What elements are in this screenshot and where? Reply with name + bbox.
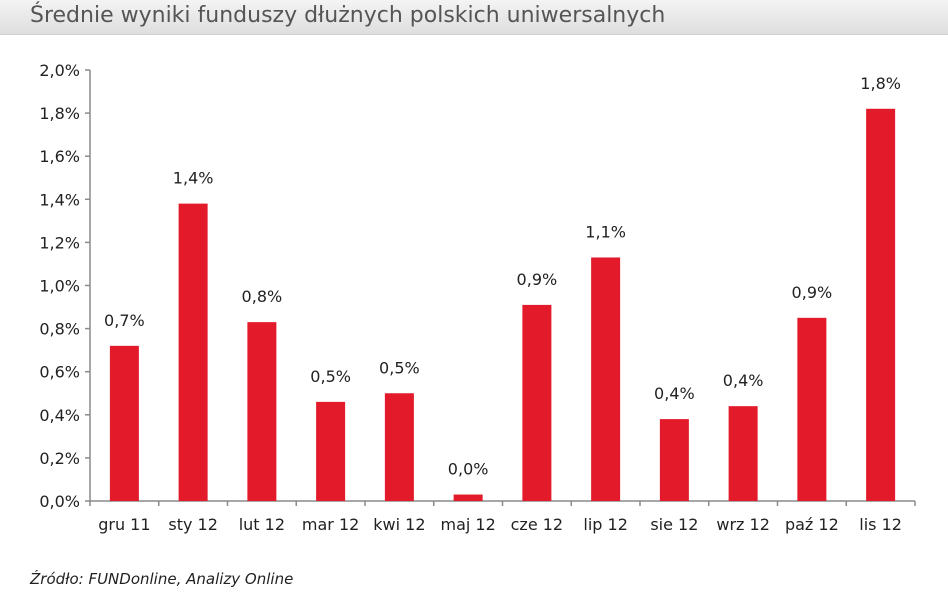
category-label: sie 12 bbox=[650, 515, 698, 534]
category-label: wrz 12 bbox=[716, 515, 770, 534]
data-label: 0,4% bbox=[723, 371, 764, 390]
category-label: lis 12 bbox=[859, 515, 902, 534]
y-tick-label: 2,0% bbox=[39, 61, 80, 80]
data-label: 0,5% bbox=[310, 367, 351, 386]
data-label: 0,0% bbox=[448, 460, 489, 479]
category-label: lut 12 bbox=[239, 515, 285, 534]
bar bbox=[522, 304, 552, 501]
bar bbox=[866, 108, 896, 501]
category-label: mar 12 bbox=[302, 515, 359, 534]
data-label: 1,8% bbox=[860, 74, 901, 93]
y-tick-label: 1,6% bbox=[39, 147, 80, 166]
category-label: maj 12 bbox=[440, 515, 495, 534]
category-label: gru 11 bbox=[98, 515, 150, 534]
category-label: kwi 12 bbox=[373, 515, 425, 534]
y-tick-label: 0,0% bbox=[39, 492, 80, 511]
data-label: 0,9% bbox=[517, 270, 558, 289]
category-label: lip 12 bbox=[583, 515, 628, 534]
data-label: 0,8% bbox=[242, 287, 283, 306]
category-label: paź 12 bbox=[785, 515, 839, 534]
bar bbox=[591, 257, 621, 501]
data-label: 0,7% bbox=[104, 311, 145, 330]
y-tick-label: 0,2% bbox=[39, 449, 80, 468]
data-label: 1,4% bbox=[173, 169, 214, 188]
bar-chart: 0,0% 0,2% 0,4% 0,6% 0,8% 1,0% 1,2% 1,4% 1,6% 1,8%… bbox=[39, 61, 916, 534]
category-label: cze 12 bbox=[511, 515, 563, 534]
bar bbox=[728, 406, 758, 501]
y-tick-label: 1,8% bbox=[39, 104, 80, 123]
data-label: 0,9% bbox=[792, 283, 833, 302]
bar bbox=[178, 203, 208, 502]
y-tick-label: 0,4% bbox=[39, 406, 80, 425]
data-label: 0,4% bbox=[654, 384, 695, 403]
y-tick-label: 1,0% bbox=[39, 277, 80, 296]
category-label: sty 12 bbox=[168, 515, 218, 534]
source-note: Źródło: FUNDonline, Analizy Online bbox=[30, 570, 294, 588]
bar bbox=[659, 419, 689, 501]
y-tick-label: 0,8% bbox=[39, 320, 80, 339]
bar bbox=[109, 345, 139, 501]
y-tick-label: 1,2% bbox=[39, 233, 80, 252]
bar bbox=[316, 401, 346, 501]
y-tick-label: 1,4% bbox=[39, 190, 80, 209]
chart-title: Średnie wyniki funduszy dłużnych polskic… bbox=[30, 3, 666, 28]
data-label: 0,5% bbox=[379, 358, 420, 377]
y-tick-label: 0,6% bbox=[39, 363, 80, 382]
bar bbox=[247, 322, 277, 501]
data-label: 1,1% bbox=[585, 222, 626, 241]
bar bbox=[453, 494, 483, 501]
title-band bbox=[0, 0, 948, 35]
bar bbox=[797, 317, 827, 501]
bar bbox=[384, 393, 414, 501]
